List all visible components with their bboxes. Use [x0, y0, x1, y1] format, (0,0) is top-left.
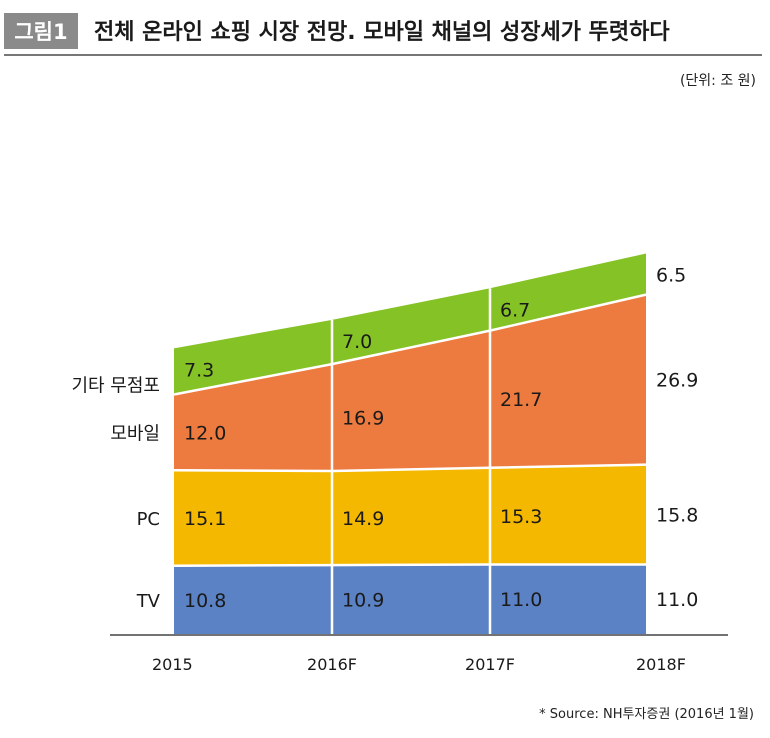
value-label-TV-2016F: 10.9: [342, 590, 384, 612]
value-label-기타-무점포-2015: 7.3: [184, 359, 214, 381]
legend-TV: TV: [136, 591, 161, 612]
value-label-PC-2016F: 14.9: [342, 508, 384, 530]
value-label-모바일-2015: 12.0: [184, 422, 226, 444]
legend-기타-무점포: 기타 무점포: [71, 375, 160, 396]
legend-PC: PC: [137, 509, 160, 530]
value-label-TV-2015: 10.8: [184, 590, 226, 612]
value-label-TV-2017F: 11.0: [500, 589, 542, 611]
legend-모바일: 모바일: [110, 423, 160, 444]
boundary-PC: [173, 463, 647, 473]
x-tick-label-2017F: 2017F: [465, 655, 515, 674]
x-tick-label-2018F: 2018F: [636, 655, 686, 674]
figure-badge: 그림1: [4, 13, 78, 49]
figure-title: 전체 온라인 쇼핑 시장 전망. 모바일 채널의 성장세가 뚜렷하다: [94, 20, 670, 45]
area-TV: [174, 564, 646, 634]
value-label-기타-무점포-2018F: 6.5: [656, 265, 686, 287]
area-기타-무점포: [174, 253, 646, 395]
source-note: * Source: NH투자증권 (2016년 1월): [539, 707, 754, 722]
header-divider: [4, 54, 762, 56]
value-label-PC-2017F: 15.3: [500, 506, 542, 528]
boundary-TV: [173, 563, 646, 567]
area-PC: [174, 464, 646, 566]
value-label-모바일-2018F: 26.9: [656, 370, 698, 392]
value-label-기타-무점포-2017F: 6.7: [500, 299, 530, 321]
unit-label: (단위: 조 원): [679, 73, 756, 89]
figure-header: 그림1 전체 온라인 쇼핑 시장 전망. 모바일 채널의 성장세가 뚜렷하다: [0, 0, 770, 58]
area-모바일: [174, 294, 646, 471]
value-label-모바일-2016F: 16.9: [342, 408, 384, 430]
x-tick-label-2016F: 2016F: [307, 655, 357, 674]
value-label-기타-무점포-2016F: 7.0: [342, 331, 372, 353]
boundary-모바일: [173, 293, 647, 396]
value-label-PC-2015: 15.1: [184, 508, 226, 530]
value-label-TV-2018F: 11.0: [656, 589, 698, 611]
value-label-모바일-2017F: 21.7: [500, 389, 542, 411]
value-label-PC-2018F: 15.8: [656, 505, 698, 527]
x-tick-label-2015: 2015: [152, 655, 193, 674]
